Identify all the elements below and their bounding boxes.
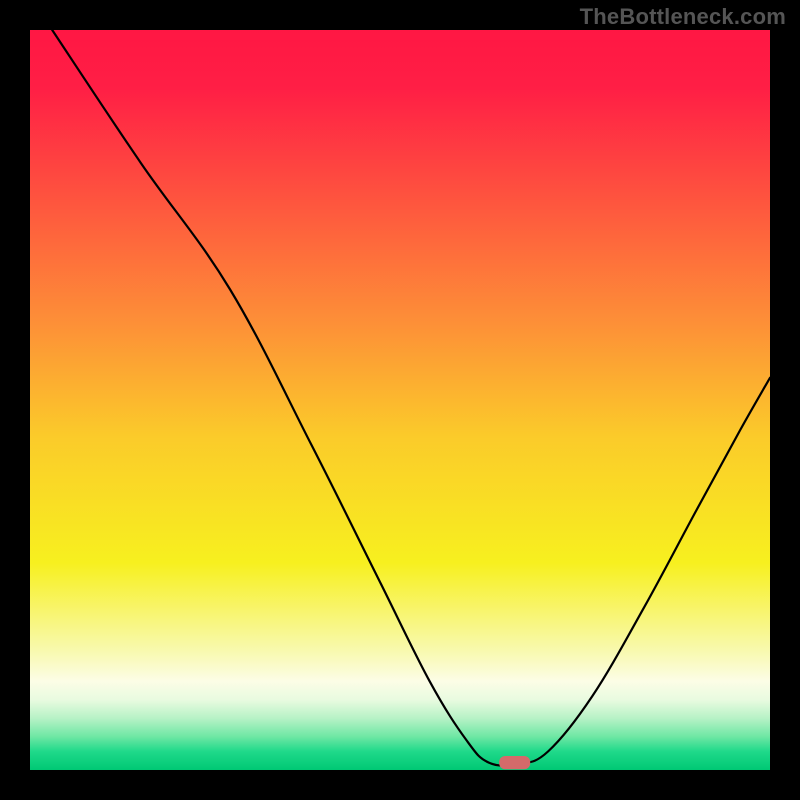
gradient-background [30, 30, 770, 770]
plot-area [30, 30, 770, 770]
gradient-chart-svg [30, 30, 770, 770]
minimum-marker [499, 756, 530, 769]
watermark-text: TheBottleneck.com [580, 4, 786, 30]
chart-frame: TheBottleneck.com [0, 0, 800, 800]
